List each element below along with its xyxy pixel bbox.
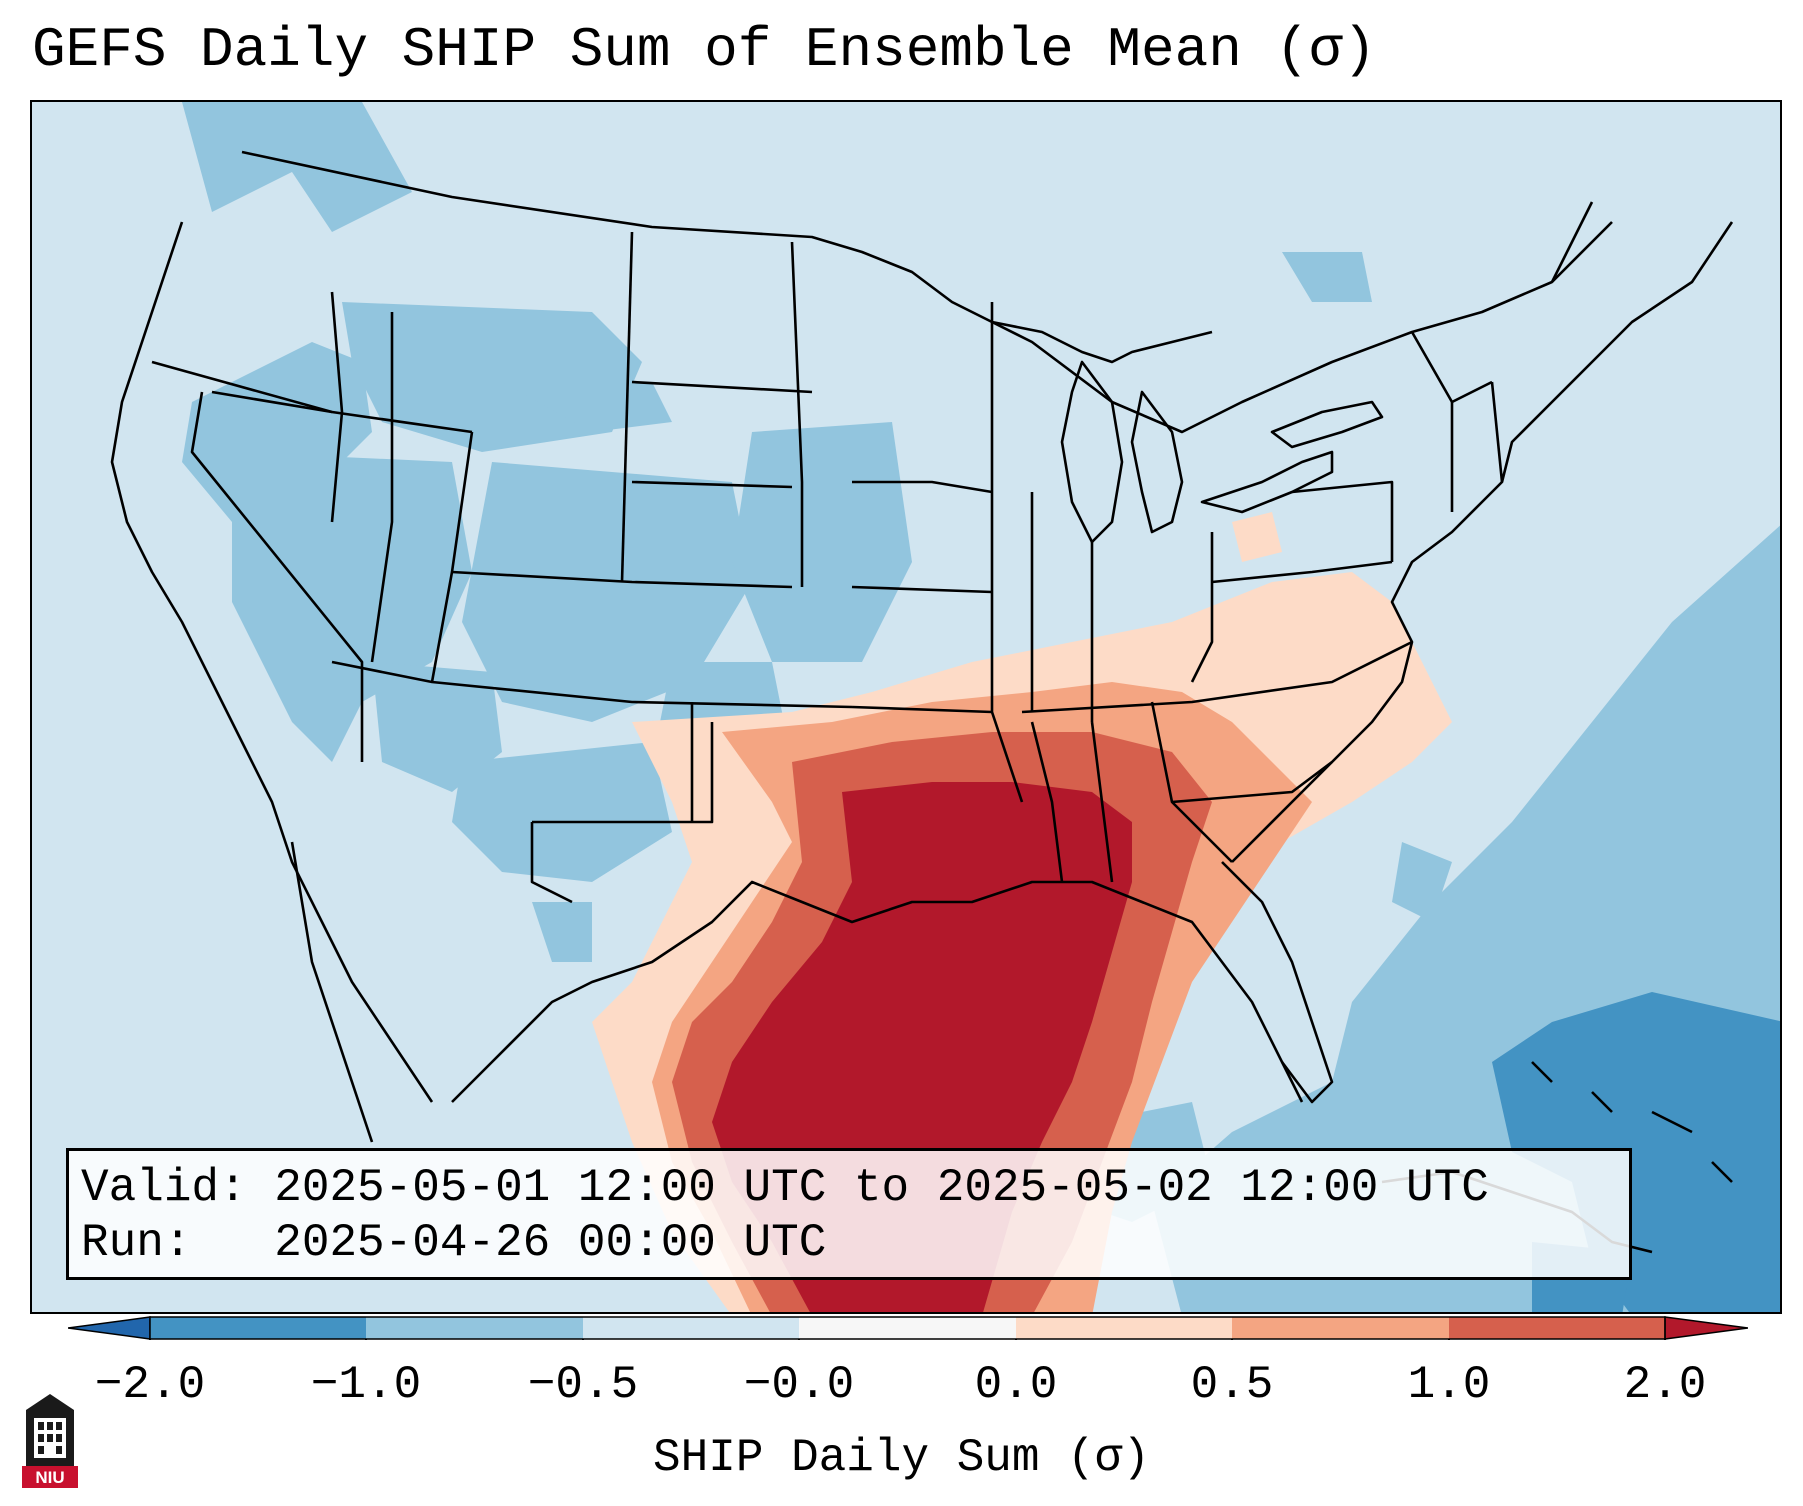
colorbar-tick-label: −1.0 — [310, 1359, 422, 1411]
colorbar-tick-label: −0.5 — [527, 1359, 639, 1411]
logo-text: NIU — [35, 1468, 64, 1487]
colorbar-tick-label: 0.0 — [974, 1359, 1058, 1411]
map-panel — [30, 100, 1782, 1314]
colorbar — [68, 1316, 1748, 1340]
valid-time-text: Valid: 2025-05-01 12:00 UTC to 2025-05-0… — [81, 1162, 1489, 1214]
map-canvas — [32, 102, 1780, 1312]
colorbar-tick-label: 2.0 — [1623, 1359, 1707, 1411]
colorbar-segment — [366, 1317, 583, 1339]
colorbar-segment — [799, 1317, 1016, 1339]
colorbar-tick-label: 0.5 — [1190, 1359, 1274, 1411]
colorbar-segment — [1016, 1317, 1232, 1339]
colorbar-tick-label: 1.0 — [1407, 1359, 1491, 1411]
colorbar-tick-label: −0.0 — [743, 1359, 855, 1411]
colorbar-segment — [1449, 1317, 1665, 1339]
colorbar-tick-label: −2.0 — [94, 1359, 206, 1411]
colorbar-segment — [583, 1317, 799, 1339]
run-time-text: Run: 2025-04-26 00:00 UTC — [81, 1217, 827, 1269]
colorbar-segment — [1232, 1317, 1449, 1339]
colorbar-segment — [150, 1317, 366, 1339]
chart-title: GEFS Daily SHIP Sum of Ensemble Mean (σ) — [32, 18, 1377, 82]
colorbar-extend-low — [68, 1316, 151, 1340]
colorbar-extend-high — [1664, 1316, 1748, 1340]
colorbar-outline — [149, 1316, 1666, 1340]
colorbar-label: SHIP Daily Sum (σ) — [653, 1432, 1150, 1484]
run-info-box: Valid: 2025-05-01 12:00 UTC to 2025-05-0… — [66, 1148, 1632, 1280]
boundaries — [110, 150, 1734, 1254]
niu-logo: NIU — [22, 1394, 78, 1488]
